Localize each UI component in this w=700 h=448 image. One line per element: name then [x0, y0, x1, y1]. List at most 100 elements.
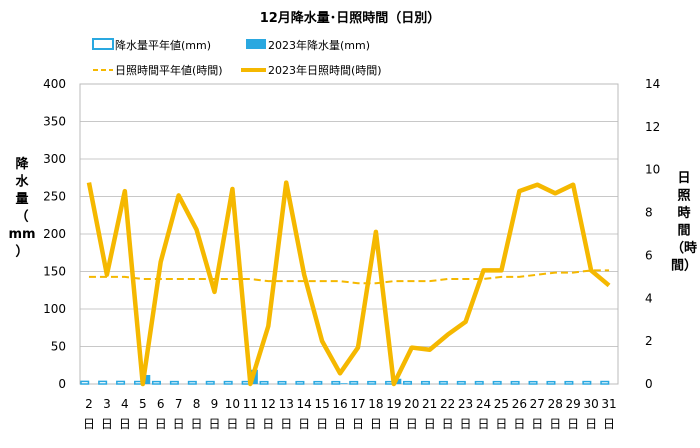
x-tick-day-label: 日 [442, 417, 454, 431]
legend-swatch-normal-rain [92, 38, 114, 50]
normal-rain-bar [331, 380, 341, 385]
legend-label: 2023年日照時間(時間) [268, 63, 382, 77]
right-axis-label-char: 時 [677, 205, 690, 221]
normal-rain-bar [116, 380, 126, 385]
normal-rain-bar [582, 380, 592, 385]
left-tick-label: 150 [43, 265, 66, 279]
x-tick-label: 11 [243, 397, 258, 411]
normal-rain-bar [546, 380, 556, 385]
right-axis-label-char: 照 [677, 189, 690, 204]
x-tick-label: 12 [261, 397, 276, 411]
x-tick-day-label: 日 [477, 417, 489, 431]
left-tick-label: 0 [58, 377, 66, 391]
normal-rain-bar [313, 380, 323, 385]
x-tick-day-label: 日 [191, 417, 203, 431]
x-tick-day-label: 日 [352, 417, 364, 431]
normal-rain-bar [528, 380, 538, 385]
right-tick-label: 14 [645, 77, 660, 91]
x-tick-label: 17 [350, 397, 365, 411]
x-tick-label: 31 [601, 397, 616, 411]
chart-title: 12月降水量･日照時間（日別） [260, 10, 441, 26]
bars [80, 369, 610, 385]
right-tick-label: 2 [645, 334, 653, 348]
left-axis-label-char: 量 [15, 192, 28, 207]
x-tick-label: 18 [368, 397, 383, 411]
x-tick-day-label: 日 [334, 417, 346, 431]
right-tick-label: 0 [645, 377, 653, 391]
left-axis-label-char: （ [15, 209, 28, 225]
left-tick-label: 250 [43, 190, 66, 204]
left-tick-label: 100 [43, 302, 66, 316]
normal-rain-bar [349, 380, 359, 385]
right-tick-label: 4 [645, 291, 653, 305]
x-tick-day-label: 日 [388, 417, 400, 431]
x-tick-label: 15 [314, 397, 329, 411]
x-tick-day-label: 日 [460, 417, 472, 431]
left-axis-label-char: ） [15, 244, 28, 260]
left-axis-ticks: 0 50 100 150 200 250 300 350 400 [43, 77, 66, 391]
rain-2023-bar [394, 378, 402, 384]
left-axis-label: 降水量 （ mm ） [8, 156, 35, 260]
x-tick-label: 28 [548, 397, 563, 411]
normal-rain-bar [403, 380, 413, 385]
legend-swatch-rain-2023 [246, 39, 266, 49]
x-tick-day-label: 日 [280, 417, 292, 431]
legend-label: 降水量平年値(mm) [115, 38, 211, 52]
x-tick-label: 20 [404, 397, 419, 411]
right-tick-label: 12 [645, 120, 660, 134]
x-tick-label: 3 [103, 397, 111, 411]
x-tick-label: 5 [139, 397, 147, 411]
x-tick-label: 26 [512, 397, 527, 411]
x-tick-label: 9 [211, 397, 219, 411]
normal-rain-bar [564, 380, 574, 385]
x-tick-day-label: 日 [424, 417, 436, 431]
x-tick-label: 29 [566, 397, 581, 411]
x-tick-day-label: 日 [370, 417, 382, 431]
legend-label: 2023年降水量(mm) [268, 38, 370, 52]
normal-rain-bar [205, 380, 215, 385]
sunshine-normal-line [88, 269, 610, 285]
legend: 降水量平年値(mm) 2023年降水量(mm) 日照時間平年値(時間) 2023年日照… [92, 38, 382, 77]
normal-rain-bar [295, 380, 305, 385]
normal-rain-bar [367, 380, 377, 385]
x-tick-label: 19 [386, 397, 401, 411]
rain-2023-bar [340, 383, 348, 384]
left-axis-label-char: 降 [15, 156, 29, 172]
normal-rain-bar [187, 380, 197, 385]
x-tick-day-label: 日 [531, 417, 543, 431]
legend-label: 日照時間平年値(時間) [115, 63, 223, 77]
normal-rain-bar [456, 380, 466, 385]
x-tick-label: 2 [85, 397, 93, 411]
x-tick-day-label: 日 [155, 417, 167, 431]
left-tick-label: 200 [43, 227, 66, 241]
x-tick-label: 16 [332, 397, 347, 411]
gridlines [80, 121, 618, 347]
normal-rain-bar [600, 380, 610, 385]
normal-rain-bar [438, 380, 448, 385]
x-tick-label: 13 [279, 397, 294, 411]
right-axis-label-char: 間） [671, 258, 697, 274]
normal-rain-bar [510, 380, 520, 385]
normal-rain-bar [98, 380, 108, 385]
x-tick-day-label: 日 [83, 417, 95, 431]
x-axis-ticks: 2日3日4日5日6日7日8日9日10日11日12日13日14日15日16日17日… [83, 397, 617, 431]
x-tick-label: 30 [583, 397, 598, 411]
left-tick-label: 300 [43, 152, 66, 166]
normal-rain-bar [474, 380, 484, 385]
normal-rain-bar [151, 380, 161, 385]
left-axis-label-char: 水 [15, 174, 29, 190]
x-tick-label: 4 [121, 397, 129, 411]
x-tick-label: 21 [422, 397, 437, 411]
right-axis-label: 日照時間（時間） [671, 171, 697, 274]
right-tick-label: 6 [645, 248, 653, 262]
left-tick-label: 50 [51, 340, 66, 354]
normal-rain-bar [277, 380, 287, 385]
lines [86, 180, 611, 387]
normal-rain-bar [169, 380, 179, 385]
x-tick-label: 14 [297, 397, 312, 411]
x-tick-day-label: 日 [226, 417, 238, 431]
right-tick-label: 8 [645, 206, 653, 220]
x-tick-label: 6 [157, 397, 165, 411]
rain-2023-bar [143, 375, 151, 384]
